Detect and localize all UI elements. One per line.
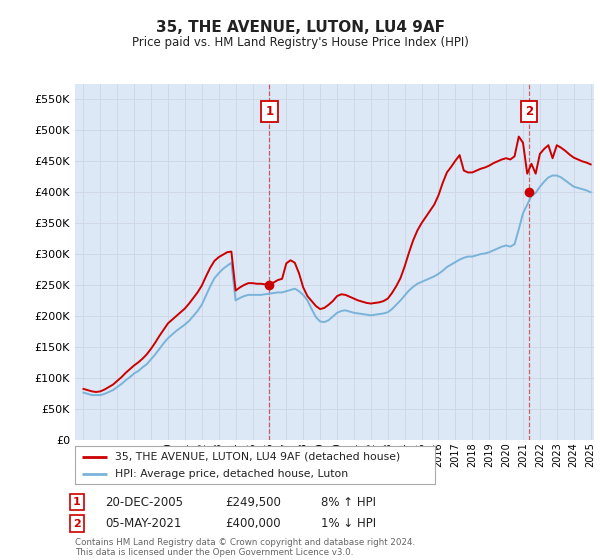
Text: Price paid vs. HM Land Registry's House Price Index (HPI): Price paid vs. HM Land Registry's House … <box>131 36 469 49</box>
Text: £249,500: £249,500 <box>225 496 281 509</box>
Text: 35, THE AVENUE, LUTON, LU4 9AF: 35, THE AVENUE, LUTON, LU4 9AF <box>155 20 445 35</box>
Text: 35, THE AVENUE, LUTON, LU4 9AF (detached house): 35, THE AVENUE, LUTON, LU4 9AF (detached… <box>115 451 400 461</box>
Text: Contains HM Land Registry data © Crown copyright and database right 2024.
This d: Contains HM Land Registry data © Crown c… <box>75 538 415 557</box>
Text: 2: 2 <box>525 105 533 118</box>
Text: £400,000: £400,000 <box>225 517 281 530</box>
Text: 20-DEC-2005: 20-DEC-2005 <box>105 496 183 509</box>
Text: 2: 2 <box>73 519 80 529</box>
Text: 8% ↑ HPI: 8% ↑ HPI <box>321 496 376 509</box>
Text: 05-MAY-2021: 05-MAY-2021 <box>105 517 181 530</box>
Text: 1: 1 <box>265 105 274 118</box>
Text: 1% ↓ HPI: 1% ↓ HPI <box>321 517 376 530</box>
Text: HPI: Average price, detached house, Luton: HPI: Average price, detached house, Luto… <box>115 469 348 479</box>
Text: 1: 1 <box>73 497 80 507</box>
